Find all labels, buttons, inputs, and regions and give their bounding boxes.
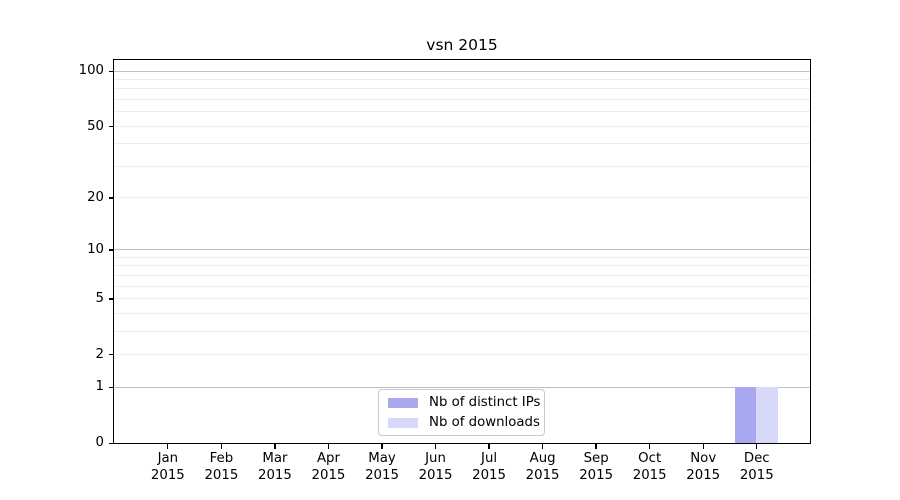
legend-label-distinct-ips: Nb of distinct IPs — [429, 395, 541, 410]
gridline-4 — [114, 312, 810, 314]
gridline-90 — [114, 79, 810, 81]
x-tick-aug-2015 — [541, 444, 544, 449]
y-tick-label-50: 50 — [87, 118, 104, 134]
x-tick-dec-2015 — [756, 444, 758, 449]
x-tick-label-nov-2015: Nov 2015 — [686, 451, 721, 483]
x-tick-label-mar-2015: Mar 2015 — [257, 451, 292, 483]
gridline-40 — [114, 143, 810, 145]
gridline-10 — [114, 249, 810, 251]
y-tick-10 — [108, 249, 113, 251]
y-tick-label-20: 20 — [87, 190, 104, 205]
x-tick-label-aug-2015: Aug 2015 — [525, 451, 560, 483]
x-tick-label-jun-2015: Jun 2015 — [418, 451, 453, 483]
y-tick-label-100: 100 — [78, 63, 104, 79]
gridline-60 — [114, 111, 810, 113]
x-tick-label-jul-2015: Jul 2015 — [472, 451, 506, 483]
gridline-9 — [114, 256, 810, 258]
x-tick-label-sep-2015: Sep 2015 — [579, 451, 614, 483]
gridline-50 — [114, 125, 810, 127]
x-tick-label-jan-2015: Jan 2015 — [150, 451, 185, 483]
x-tick-mar-2015 — [274, 444, 276, 449]
legend-swatch-downloads — [388, 417, 418, 428]
x-tick-jul-2015 — [488, 444, 490, 449]
gridline-8 — [114, 265, 810, 267]
gridline-6 — [114, 285, 810, 287]
gridline-7 — [114, 274, 810, 276]
gridline-5 — [114, 298, 810, 300]
x-tick-label-oct-2015: Oct 2015 — [632, 451, 667, 483]
x-tick-jun-2015 — [434, 444, 437, 449]
y-tick-label-10: 10 — [87, 242, 104, 258]
legend-item-downloads: Nb of downloads — [388, 415, 544, 430]
bar-nb-of-distinct-ips-dec-2015 — [734, 387, 757, 443]
x-tick-label-may-2015: May 2015 — [365, 451, 399, 483]
y-tick-50 — [108, 125, 113, 128]
legend-swatch-distinct-ips — [388, 397, 418, 408]
gridline-3 — [114, 330, 810, 332]
x-tick-may-2015 — [381, 444, 383, 449]
y-tick-0 — [108, 442, 113, 444]
gridline-70 — [114, 99, 810, 101]
y-tick-5 — [108, 298, 113, 300]
x-tick-nov-2015 — [702, 444, 704, 449]
y-tick-label-0: 0 — [95, 435, 104, 451]
x-tick-feb-2015 — [220, 444, 223, 449]
y-tick-label-2: 2 — [95, 346, 104, 362]
gridline-20 — [114, 197, 810, 199]
legend: Nb of distinct IPs Nb of downloads — [378, 389, 545, 436]
x-tick-sep-2015 — [595, 444, 597, 449]
x-tick-apr-2015 — [327, 444, 330, 449]
chart-title: vsn 2015 — [426, 36, 498, 54]
gridline-30 — [114, 165, 810, 167]
gridline-100 — [114, 70, 810, 72]
x-tick-label-dec-2015: Dec 2015 — [739, 451, 774, 483]
x-tick-label-feb-2015: Feb 2015 — [204, 451, 239, 483]
y-tick-100 — [108, 70, 113, 73]
y-tick-1 — [108, 386, 113, 389]
x-tick-jan-2015 — [167, 444, 169, 449]
gridline-80 — [114, 88, 810, 90]
legend-item-distinct-ips: Nb of distinct IPs — [388, 395, 544, 410]
gridline-1 — [114, 386, 810, 388]
x-tick-label-apr-2015: Apr 2015 — [311, 451, 346, 483]
gridline-2 — [114, 353, 810, 355]
plot-area: Nb of distinct IPs Nb of downloads — [113, 59, 811, 444]
bar-nb-of-downloads-dec-2015 — [756, 387, 778, 443]
y-tick-20 — [108, 197, 113, 199]
y-tick-label-5: 5 — [95, 290, 104, 306]
y-tick-2 — [108, 354, 113, 356]
legend-label-downloads: Nb of downloads — [429, 415, 540, 430]
x-tick-oct-2015 — [649, 444, 651, 449]
y-tick-label-1: 1 — [95, 379, 104, 395]
